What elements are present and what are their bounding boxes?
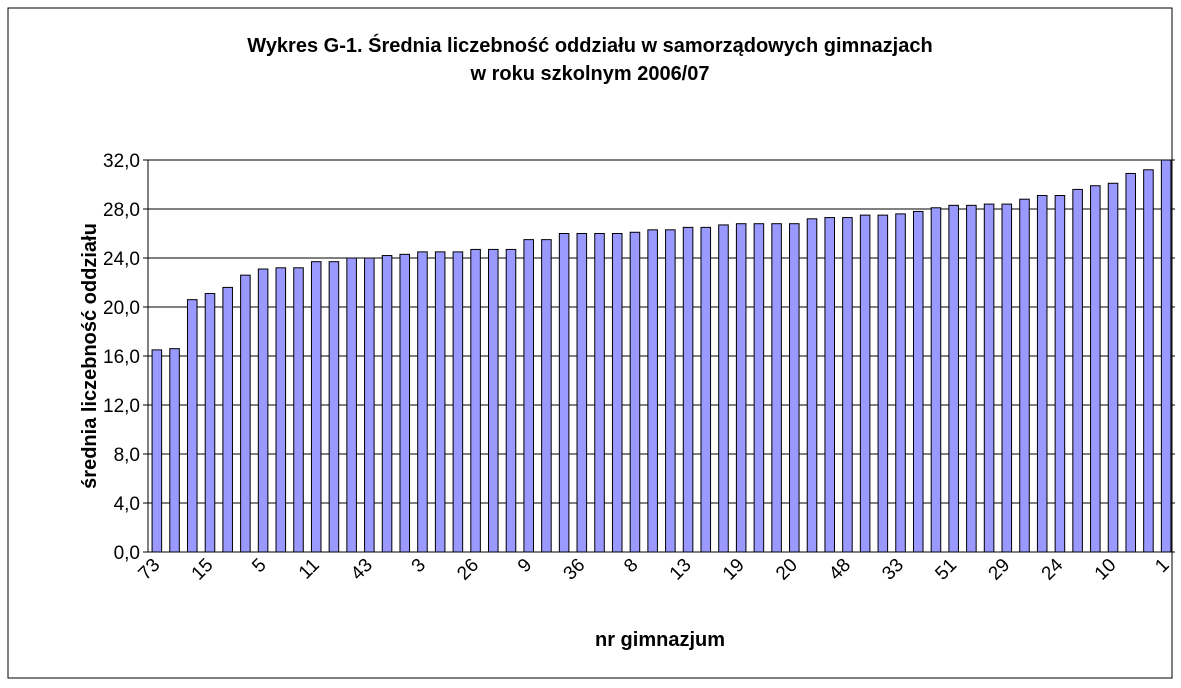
- bar: [948, 204, 959, 553]
- y-axis-title: średnia liczebność oddziału: [79, 223, 101, 489]
- bar: [859, 214, 871, 553]
- bar: [399, 253, 411, 553]
- bar: [488, 248, 499, 553]
- y-tick-label: 28,0: [103, 200, 140, 221]
- bar: [364, 257, 375, 553]
- bar: [523, 239, 534, 553]
- bar: [505, 248, 517, 553]
- bar: [682, 226, 694, 553]
- bar: [186, 299, 198, 553]
- chart-title: w roku szkolnym 2006/07: [469, 63, 709, 85]
- bar: [434, 251, 446, 553]
- bar: [1090, 185, 1101, 553]
- bar: [983, 203, 995, 553]
- bar: [700, 226, 712, 553]
- y-tick-label: 16,0: [103, 347, 140, 368]
- bar: [275, 267, 287, 553]
- bar: [895, 213, 906, 553]
- x-axis-title: nr gimnazjum: [595, 629, 725, 651]
- bar: [1107, 182, 1119, 553]
- bar: [824, 217, 835, 553]
- bar: [842, 217, 853, 553]
- bar: [541, 239, 552, 553]
- bar: [966, 204, 977, 553]
- bar: [310, 261, 322, 553]
- bar: [735, 223, 747, 553]
- bar: [1072, 188, 1083, 553]
- bar: [647, 229, 658, 553]
- bar: [930, 207, 942, 553]
- bar: [718, 224, 729, 553]
- bar: [257, 268, 269, 553]
- y-tick-label: 4,0: [114, 494, 140, 515]
- chart-border: [7, 7, 1173, 679]
- bar: [328, 261, 340, 553]
- bar: [346, 257, 357, 553]
- bar: [452, 251, 464, 553]
- bar: [204, 293, 216, 553]
- bar: [169, 348, 180, 553]
- bar: [1001, 203, 1013, 553]
- bar: [240, 274, 251, 553]
- bar: [1125, 172, 1137, 553]
- bar: [1160, 159, 1172, 553]
- bar: [381, 255, 393, 553]
- bar: [753, 223, 765, 553]
- bar: [629, 231, 641, 553]
- bar: [417, 251, 428, 553]
- y-tick-label: 8,0: [114, 445, 140, 466]
- bar: [789, 223, 800, 553]
- bar: [611, 233, 623, 553]
- chart-title: Wykres G-1. Średnia liczebność oddziału …: [247, 33, 932, 57]
- bar: [576, 233, 588, 553]
- bar: [877, 214, 889, 553]
- bar: [594, 233, 605, 553]
- bar: [1019, 198, 1030, 553]
- y-tick-label: 32,0: [103, 151, 140, 172]
- y-tick-label: 0,0: [114, 543, 140, 564]
- bar: [222, 286, 233, 553]
- y-tick-label: 24,0: [103, 249, 140, 270]
- y-tick-label: 12,0: [103, 396, 140, 417]
- bar: [665, 229, 676, 553]
- bar: [1054, 195, 1066, 553]
- bar: [912, 210, 924, 553]
- bar: [1143, 169, 1154, 553]
- bar: [771, 223, 782, 553]
- bar: [806, 218, 818, 553]
- bar: [151, 349, 163, 553]
- bar: [558, 233, 570, 553]
- bar: [1036, 195, 1048, 553]
- y-tick-label: 20,0: [103, 298, 140, 319]
- bar: [470, 248, 481, 553]
- bar: [293, 267, 304, 553]
